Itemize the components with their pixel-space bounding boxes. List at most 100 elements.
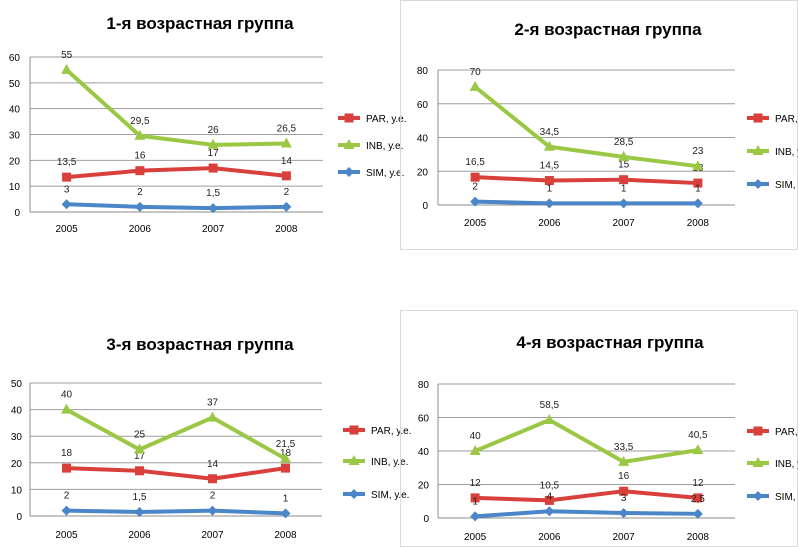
chart-3-data-point: [61, 403, 72, 414]
chart-2-xtick-label: 2007: [613, 218, 636, 229]
chart-2-legend-marker: [753, 113, 763, 123]
chart-1-data-point: [208, 203, 219, 214]
chart-4-data-point: [469, 445, 481, 455]
chart-3-data-label: 25: [134, 430, 146, 441]
chart-1-legend-marker: [344, 113, 354, 123]
chart-1-series-line: [64, 67, 289, 147]
chart-2-legend-marker: [752, 145, 764, 155]
chart-3-legend-label: SIM, у.е.: [371, 490, 409, 501]
chart-4-data-point: [619, 486, 629, 496]
chart-4-title: 4-я возрастная группа: [516, 333, 704, 352]
chart-4-series-line: [473, 489, 700, 503]
chart-1-series-1: 13,5 16 17 14: [57, 148, 292, 182]
chart-1-data-point: [281, 201, 292, 212]
chart-3-data-label: 37: [207, 398, 219, 409]
chart-1-data-label: 26,5: [277, 124, 297, 135]
chart-3-ytick-label: 10: [11, 485, 23, 496]
chart-3-xtick-label: 2008: [274, 530, 297, 541]
chart-4-data-point: [618, 507, 629, 518]
chart-3-data-point: [280, 508, 291, 519]
chart-4-ytick-label: 80: [418, 380, 430, 391]
chart-3-data-label: 1,5: [133, 492, 147, 503]
chart-1-series-line: [64, 202, 289, 211]
chart-3-ytick-label: 20: [11, 459, 23, 470]
chart-3-legend-label: PAR, у.е.: [371, 426, 412, 437]
chart-2-data-label: 34,5: [540, 127, 560, 138]
chart-2-svg: 2-я возрастная группа 0 20 40 60 80 2005 2006 20…: [400, 0, 798, 250]
chart-3-ytick-label: 0: [16, 512, 22, 523]
chart-1-data-point: [134, 201, 145, 212]
chart-3-ytick-label: 30: [11, 432, 23, 443]
chart-4-ytick-label: 20: [418, 481, 430, 492]
chart-4-data-point: [693, 493, 703, 503]
chart-2-ytick-label: 40: [417, 134, 429, 145]
chart-4-data-point: [543, 414, 555, 425]
chart-1-ytick-label: 30: [9, 131, 21, 142]
chart-4-ytick-label: 40: [418, 447, 430, 458]
chart-3-series-line: [64, 508, 288, 516]
chart-4-data-point: [618, 455, 630, 466]
chart-3-data-point: [135, 466, 144, 476]
chart-2-title: 2-я возрастная группа: [514, 20, 702, 39]
chart-3-data-point: [134, 443, 145, 454]
chart-1-data-label: 2: [284, 187, 290, 198]
chart-2-data-label: 1: [547, 183, 553, 194]
chart-4-data-point: [470, 511, 481, 522]
chart-2-ytick-label: 0: [422, 201, 428, 212]
chart-1-data-point: [134, 129, 146, 140]
chart-1-ytick-label: 10: [9, 182, 21, 193]
chart-4-series-3: 1 4 3 2,5: [470, 491, 705, 522]
chart-group-2: 2-я возрастная группа 0 20 40 60 80 2005 2006 20…: [400, 0, 798, 250]
chart-2-data-label: 1: [695, 183, 701, 194]
chart-1-data-label: 17: [208, 148, 220, 159]
chart-4-data-point: [692, 508, 703, 519]
chart-2-data-label: 2: [472, 182, 478, 193]
chart-4-legend-marker: [753, 491, 763, 501]
chart-4-ytick-label: 60: [418, 414, 430, 425]
chart-4-data-label: 40: [470, 431, 482, 442]
chart-2-series-line: [473, 199, 700, 206]
chart-1-ytick-label: 20: [9, 156, 21, 167]
chart-1-data-label: 14: [281, 156, 293, 167]
chart-2-legend-label: PAR, у.е.: [775, 114, 798, 125]
chart-1-ytick-label: 60: [9, 53, 21, 64]
chart-3-legend-label: INB, у.е.: [371, 457, 408, 468]
chart-2-data-point: [692, 160, 704, 171]
chart-4-data-label: 40,5: [688, 430, 708, 441]
chart-2-data-label: 23: [692, 146, 704, 157]
chart-1-data-point: [280, 137, 292, 148]
chart-2-data-label: 28,5: [614, 137, 634, 148]
chart-1-ytick-label: 50: [9, 79, 21, 90]
chart-1-ytick-label: 0: [14, 208, 20, 219]
chart-1-svg: 1-я возрастная группа 0 10 20 30 40 50 60 2005 20…: [9, 14, 407, 235]
chart-1-data-label: 29,5: [130, 116, 150, 127]
chart-4-data-label: 58,5: [540, 400, 560, 411]
chart-2-series-2: 70 34,5 28,5 23: [470, 67, 704, 171]
chart-2-data-point: [470, 172, 480, 182]
chart-1-data-label: 13,5: [57, 157, 77, 168]
chart-3-ytick-label: 40: [11, 406, 23, 417]
chart-4-svg: 4-я возрастная группа 0 20 40 60 80 2005 2006 20…: [400, 310, 798, 547]
chart-1-data-point: [61, 63, 73, 74]
chart-group-1: 1-я возрастная группа 0 10 20 30 40 50 60 2005 20…: [0, 0, 407, 250]
chart-4-data-point: [470, 493, 480, 503]
chart-3-data-point: [62, 463, 71, 473]
chart-4-xtick-label: 2007: [613, 532, 636, 543]
chart-3-data-point: [281, 463, 290, 473]
chart-1-ytick-label: 40: [9, 105, 21, 116]
chart-3-data-label: 1: [283, 493, 289, 504]
chart-1-data-point: [281, 171, 291, 181]
chart-3-series-3: 2 1,5 2 1: [61, 491, 291, 519]
chart-1-series-2: 55 29,5 26 26,5: [61, 50, 297, 149]
chart-2-series-3: 2 1 1 1: [470, 182, 703, 209]
chart-2-ytick-label: 20: [417, 167, 429, 178]
chart-1-xtick-label: 2008: [275, 224, 298, 235]
chart-4-data-label: 10,5: [540, 480, 560, 491]
chart-1-data-label: 1,5: [206, 188, 220, 199]
chart-1-data-point: [62, 172, 72, 182]
chart-1-xtick-label: 2007: [202, 224, 225, 235]
chart-4-data-label: 2,5: [691, 494, 705, 505]
chart-3-data-label: 18: [61, 448, 73, 459]
chart-3-xtick-label: 2007: [201, 530, 224, 541]
chart-2-data-point: [544, 198, 555, 209]
